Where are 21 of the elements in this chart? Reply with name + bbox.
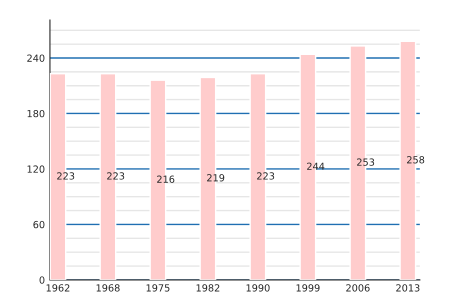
data-label: 223 bbox=[257, 172, 274, 180]
data-label: 253 bbox=[357, 158, 374, 166]
data-label: 223 bbox=[57, 172, 74, 180]
y-tick-label: 0 bbox=[40, 276, 44, 284]
y-tick-label: 240 bbox=[27, 54, 44, 62]
x-tick-label: 1999 bbox=[296, 284, 320, 292]
x-tick-label: 1982 bbox=[196, 284, 220, 292]
x-tick-label: 1975 bbox=[146, 284, 170, 292]
x-tick-label: 1990 bbox=[246, 284, 270, 292]
data-label: 244 bbox=[307, 162, 324, 170]
y-tick-label: 60 bbox=[33, 220, 44, 228]
data-label: 219 bbox=[207, 174, 224, 182]
y-tick-label: 120 bbox=[28, 165, 44, 173]
x-tick-label: 2013 bbox=[396, 284, 420, 292]
x-tick-label: 1962 bbox=[46, 284, 70, 292]
x-tick-label: 2006 bbox=[346, 284, 370, 292]
x-tick-label: 1968 bbox=[96, 284, 120, 292]
data-label: 258 bbox=[407, 156, 424, 164]
data-label: 216 bbox=[157, 176, 174, 183]
y-tick-label: 180 bbox=[28, 110, 44, 118]
data-label: 223 bbox=[107, 172, 124, 180]
